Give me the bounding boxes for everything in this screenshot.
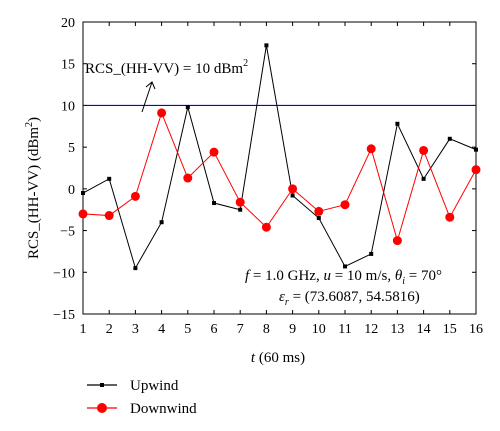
legend: Upwind Downwind xyxy=(87,378,197,417)
series-markers xyxy=(78,43,481,271)
x-tick-label: 3 xyxy=(132,322,139,337)
data-point-upwind xyxy=(421,176,426,181)
y-tick-label: 20 xyxy=(61,16,75,31)
data-point-downwind xyxy=(471,165,481,175)
data-point-downwind xyxy=(130,191,140,201)
data-point-upwind xyxy=(159,220,164,225)
x-tick-label: 11 xyxy=(338,322,351,337)
data-point-upwind xyxy=(133,266,138,271)
x-tick-label: 12 xyxy=(364,322,378,337)
legend-downwind-label: Downwind xyxy=(130,401,197,417)
x-tick-label: 4 xyxy=(158,322,165,337)
reference-line-label: RCS_(HH-VV) = 10 dBm2 xyxy=(85,58,248,77)
x-tick-label: 7 xyxy=(237,322,244,337)
data-point-downwind xyxy=(340,200,350,210)
data-point-upwind xyxy=(212,201,216,206)
data-point-downwind xyxy=(419,145,429,155)
data-point-downwind xyxy=(235,197,245,207)
y-axis-label: RCS_(HH-VV) (dBm2) xyxy=(24,117,42,259)
legend-downwind-marker xyxy=(97,403,107,413)
data-point-upwind xyxy=(316,216,321,221)
data-point-downwind xyxy=(261,222,271,232)
data-point-downwind xyxy=(314,206,324,216)
data-point-upwind xyxy=(290,193,295,198)
x-tick-label: 8 xyxy=(263,322,270,337)
y-tick-label: 10 xyxy=(61,99,75,114)
data-point-upwind xyxy=(369,251,374,256)
x-tick-label: 5 xyxy=(184,322,191,337)
legend-upwind-label: Upwind xyxy=(130,378,179,394)
x-tick-label: 14 xyxy=(417,322,431,337)
x-tick-label: 16 xyxy=(469,322,483,337)
data-point-downwind xyxy=(392,236,402,246)
x-tick-label: 13 xyxy=(390,322,404,337)
data-point-downwind xyxy=(288,184,298,194)
data-point-upwind xyxy=(264,43,269,48)
data-point-downwind xyxy=(157,108,167,118)
y-tick-label: −10 xyxy=(53,266,75,281)
data-point-upwind xyxy=(474,147,478,152)
legend-upwind-marker xyxy=(100,383,104,387)
y-tick-label: 0 xyxy=(68,183,75,198)
reference-line-arrow xyxy=(141,81,156,113)
data-point-upwind xyxy=(395,121,400,126)
x-tick-label: 9 xyxy=(289,322,296,337)
x-tick-label: 10 xyxy=(312,322,326,337)
series-lines xyxy=(82,45,477,270)
y-tick-label: 5 xyxy=(68,141,75,156)
annotation-line-2: εr = (73.6087, 54.5816) xyxy=(279,289,420,308)
data-point-upwind xyxy=(81,191,85,196)
data-point-upwind xyxy=(185,105,190,110)
data-point-downwind xyxy=(445,212,455,222)
data-point-upwind xyxy=(447,136,452,141)
data-point-downwind xyxy=(104,211,114,221)
y-tick-label: −5 xyxy=(60,225,75,240)
data-point-downwind xyxy=(209,147,219,157)
x-axis-label: t (60 ms) xyxy=(251,350,305,366)
x-tick-label: 2 xyxy=(106,322,113,337)
series-line-upwind xyxy=(82,45,477,270)
x-tick-label: 1 xyxy=(80,322,87,337)
data-point-downwind xyxy=(78,209,88,219)
data-point-upwind xyxy=(107,176,112,181)
y-tick-label: −15 xyxy=(53,308,75,323)
legend-item-downwind: Downwind xyxy=(87,401,197,417)
data-point-downwind xyxy=(366,144,376,154)
y-tick-label: 15 xyxy=(61,58,75,73)
annotation-line-1: f = 1.0 GHz, u = 10 m/s, θi = 70° xyxy=(245,268,442,287)
legend-item-upwind: Upwind xyxy=(87,378,179,394)
data-point-downwind xyxy=(183,173,193,183)
series-line-downwind xyxy=(82,111,477,243)
x-tick-label: 15 xyxy=(443,322,457,337)
data-point-upwind xyxy=(238,207,243,212)
x-tick-label: 6 xyxy=(211,322,218,337)
data-point-upwind xyxy=(343,264,347,269)
